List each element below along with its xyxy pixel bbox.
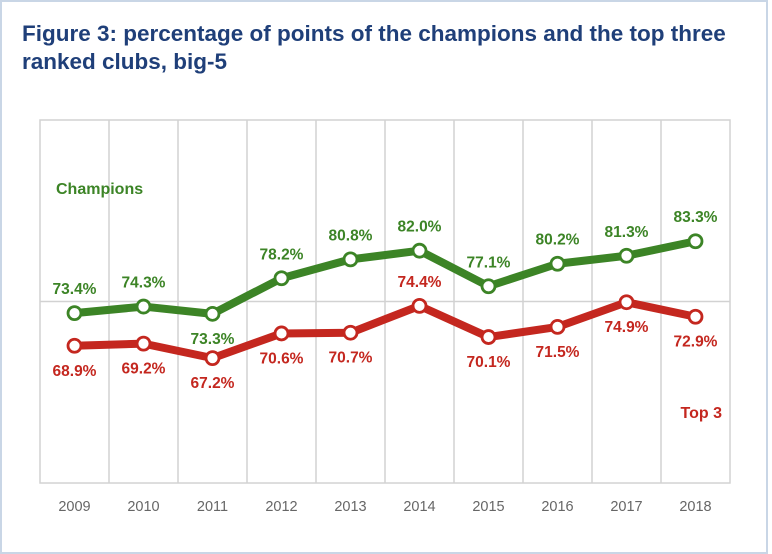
data-point <box>342 324 359 341</box>
x-tick-label: 2018 <box>679 499 711 515</box>
data-label: 80.2% <box>536 232 580 249</box>
x-tick-label: 2014 <box>403 499 435 515</box>
data-point <box>66 305 83 322</box>
data-label: 77.1% <box>467 254 511 271</box>
data-label: 70.1% <box>467 354 511 371</box>
data-label: 74.9% <box>605 319 649 336</box>
data-point <box>618 247 635 264</box>
series-champions: 73.4% 74.3% 73.3% 78.2% 80.8% 82.0% 77.1% 80.2%… <box>53 209 718 348</box>
data-point <box>618 294 635 311</box>
data-label: 74.3% <box>122 275 166 292</box>
data-label: 78.2% <box>260 246 304 263</box>
data-point <box>135 335 152 352</box>
data-label: 67.2% <box>191 375 235 392</box>
x-tick-label: 2013 <box>334 499 366 515</box>
data-point <box>342 251 359 268</box>
x-tick-label: 2017 <box>610 499 642 515</box>
data-point <box>273 325 290 342</box>
chart-title: Figure 3: percentage of points of the ch… <box>22 21 726 74</box>
x-tick-label: 2016 <box>541 499 573 515</box>
data-point <box>204 350 221 367</box>
series-line <box>70 237 700 318</box>
series-line <box>70 298 700 363</box>
data-label: 70.7% <box>329 350 373 367</box>
x-tick-label: 2009 <box>58 499 90 515</box>
data-point <box>549 319 566 335</box>
x-tick-label: 2010 <box>127 499 159 515</box>
data-label: 83.3% <box>674 209 718 226</box>
data-label: 68.9% <box>53 363 97 380</box>
data-point <box>273 270 290 287</box>
data-point <box>687 308 704 325</box>
series-top3: 68.9% 69.2% 67.2% 70.6% 70.7% 74.4% 70.1% 71.5%… <box>53 274 718 392</box>
data-label: 82.0% <box>398 219 442 236</box>
data-point <box>204 305 221 322</box>
data-point <box>411 242 428 259</box>
x-axis: 2009 2010 2011 2012 2013 2014 2015 2016 2017 2018 <box>58 499 711 515</box>
series-lines: 73.4% 74.3% 73.3% 78.2% 80.8% 82.0% 77.1% 80.2%… <box>53 209 718 392</box>
data-label: 81.3% <box>605 224 649 241</box>
data-point <box>135 298 152 315</box>
data-point <box>66 337 83 354</box>
data-label: 73.3% <box>191 331 235 348</box>
x-tick-label: 2012 <box>265 499 297 515</box>
x-tick-label: 2015 <box>472 499 504 515</box>
x-tick-label: 2011 <box>197 499 228 515</box>
data-label: 72.9% <box>674 334 718 351</box>
legend: Champions Top 3 <box>56 181 722 422</box>
data-label: 74.4% <box>398 274 442 291</box>
data-label: 80.8% <box>329 227 373 244</box>
legend-champions: Champions <box>56 181 143 198</box>
data-point <box>687 233 704 250</box>
data-label: 73.4% <box>53 281 97 298</box>
legend-top3: Top 3 <box>681 405 723 422</box>
data-label: 71.5% <box>536 344 580 361</box>
data-point <box>411 297 428 314</box>
data-point <box>480 329 497 345</box>
data-point <box>480 278 497 295</box>
grid <box>39 119 731 484</box>
data-label: 70.6% <box>260 350 304 367</box>
data-label: 69.2% <box>122 361 166 378</box>
data-point <box>549 255 566 272</box>
